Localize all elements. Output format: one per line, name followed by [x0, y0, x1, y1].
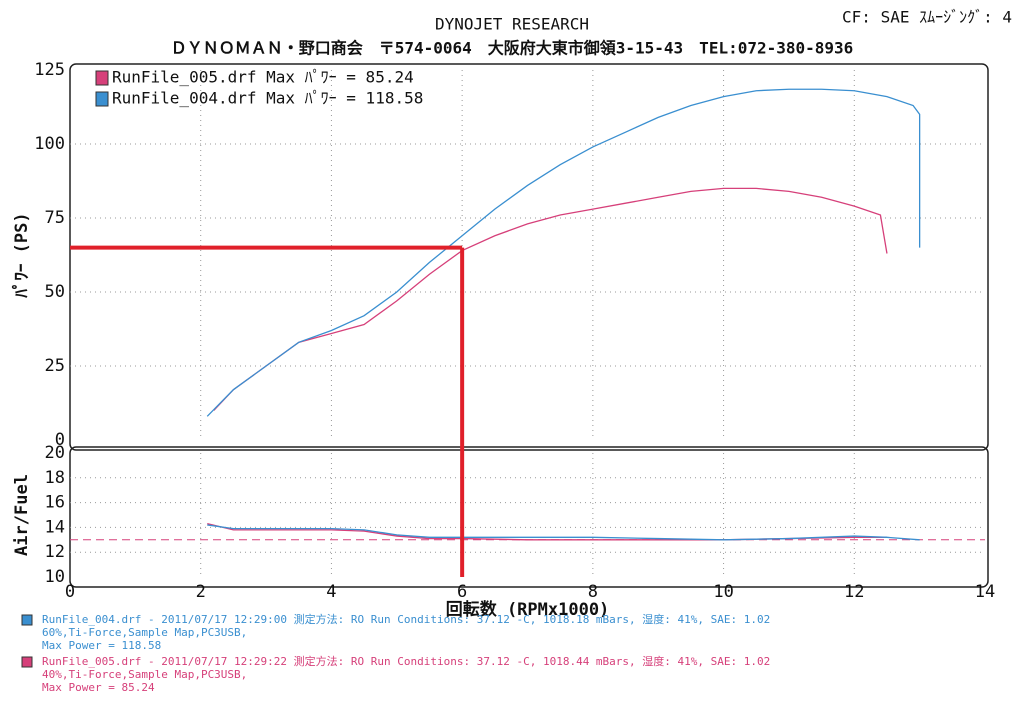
- x-tick-label: 12: [844, 582, 864, 602]
- note-line: 60%,Ti-Force,Sample Map,PC3USB,: [42, 626, 247, 639]
- note-swatch: [21, 656, 33, 668]
- y-tick-label: 100: [34, 134, 65, 154]
- legend-entry: RunFile_004.drf Max ﾊﾟﾜｰ = 118.58: [112, 89, 423, 108]
- y-tick-label: 16: [45, 493, 65, 513]
- note-line: RunFile_004.drf - 2011/07/17 12:29:00 測定…: [42, 612, 770, 626]
- x-tick-label: 4: [326, 582, 336, 602]
- legend-swatch: [95, 91, 109, 107]
- y-tick-label: 14: [45, 517, 65, 537]
- y-axis-label: ﾊﾟﾜｰ (PS): [11, 212, 32, 298]
- title: DYNOJET RESEARCH: [435, 15, 589, 34]
- x-tick-label: 0: [65, 582, 75, 602]
- y-tick-label: 50: [45, 282, 65, 302]
- y-axis-label: Air/Fuel: [12, 474, 32, 556]
- x-tick-label: 14: [975, 582, 995, 602]
- y-tick-label: 10: [45, 567, 65, 587]
- y-tick-label: 18: [45, 468, 65, 488]
- x-tick-label: 8: [588, 582, 598, 602]
- series-line: [206, 88, 921, 417]
- y-tick-label: 12: [45, 542, 65, 562]
- plot-frame: [69, 446, 989, 588]
- x-tick-label: 10: [713, 582, 733, 602]
- note-line: RunFile_005.drf - 2011/07/17 12:29:22 測定…: [42, 654, 770, 668]
- note-line: Max Power = 118.58: [42, 639, 161, 652]
- series-line: [207, 524, 920, 541]
- settings: CF: SAE ｽﾑｰｼﾞﾝｸﾞ: 4: [842, 8, 1012, 27]
- note-line: Max Power = 85.24: [42, 681, 155, 694]
- y-tick-label: 0: [55, 430, 65, 450]
- note-swatch: [21, 614, 33, 626]
- x-tick-label: 6: [457, 582, 467, 602]
- x-tick-label: 2: [196, 582, 206, 602]
- x-axis-label: 回転数 (RPMx1000): [446, 599, 610, 620]
- y-tick-label: 25: [45, 356, 65, 376]
- y-tick-label: 20: [45, 443, 65, 463]
- note-line: 40%,Ti-Force,Sample Map,PC3USB,: [42, 668, 247, 681]
- y-tick-label: 125: [34, 60, 65, 80]
- y-tick-label: 75: [45, 208, 65, 228]
- series-line: [213, 187, 888, 411]
- legend-swatch: [95, 70, 109, 86]
- plot-frame: [69, 63, 989, 451]
- legend-entry: RunFile_005.drf Max ﾊﾟﾜｰ = 85.24: [112, 68, 414, 87]
- address: ＤＹＮＯＭＡＮ・野口商会 〒574-0064 大阪府大東市御領3-15-43 T…: [171, 39, 854, 58]
